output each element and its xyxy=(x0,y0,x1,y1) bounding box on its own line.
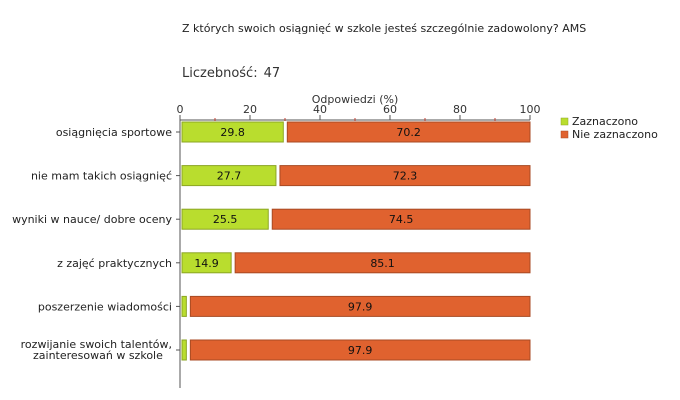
sample-size-label: Liczebność: xyxy=(182,66,258,81)
category-label-line: nie mam takich osiągnięć xyxy=(31,170,172,183)
category-label-line: z zajęć praktycznych xyxy=(57,257,172,270)
bar-not-selected xyxy=(189,295,531,317)
x-tick-label-80: 80 xyxy=(453,103,467,116)
sample-size: Liczebność: 47 xyxy=(182,66,286,81)
category-label: z zajęć praktycznych xyxy=(57,257,172,270)
x-tick-label-20: 20 xyxy=(243,103,257,116)
chart-title: Z których swoich osiągnięć w szkole jest… xyxy=(182,22,587,35)
bar-selected xyxy=(181,339,187,361)
category-label: rozwijanie swoich talentów, zainteresowań… xyxy=(21,338,172,362)
bar-not-selected xyxy=(279,165,531,187)
x-tick-label-100: 100 xyxy=(520,103,541,116)
data-label: 25.5 xyxy=(213,213,238,226)
bar-not-selected xyxy=(189,339,531,361)
bar-not-selected xyxy=(234,252,531,274)
data-label: 29.8 xyxy=(220,126,245,139)
category-label: wyniki w nauce/ dobre oceny xyxy=(12,213,172,226)
bar-not-selected xyxy=(286,121,531,143)
bar-selected xyxy=(181,165,277,187)
category-label-line: zainteresowań w szkole xyxy=(33,349,163,362)
category-label: poszerzenie wiadomości xyxy=(38,300,172,313)
category-label-line: wyniki w nauce/ dobre oceny xyxy=(12,213,172,226)
bar-selected xyxy=(181,252,232,274)
data-label: 27.7 xyxy=(217,170,242,183)
category-label: nie mam takich osiągnięć xyxy=(31,170,172,183)
category-label: osiągnięcia sportowe xyxy=(56,126,172,139)
bar-selected xyxy=(181,121,284,143)
legend-label: Nie zaznaczono xyxy=(572,128,658,141)
data-label: 85.1 xyxy=(370,257,395,270)
x-tick-label-60: 60 xyxy=(383,103,397,116)
bar-selected xyxy=(181,295,187,317)
data-label: 14.9 xyxy=(194,257,219,270)
x-tick-label-0: 0 xyxy=(177,103,184,116)
legend-label: Zaznaczono xyxy=(572,115,638,128)
category-label-line: rozwijanie swoich talentów, xyxy=(21,338,172,351)
data-label: 74.5 xyxy=(389,213,414,226)
sample-size-value: 47 xyxy=(263,66,281,81)
category-label-line: osiągnięcia sportowe xyxy=(56,126,172,139)
bar-selected xyxy=(181,208,269,230)
legend-swatch xyxy=(560,130,569,139)
bar-not-selected xyxy=(271,208,531,230)
data-label: 97.9 xyxy=(348,344,373,357)
x-axis-title: Odpowiedzi (%) xyxy=(312,93,399,106)
data-label: 72.3 xyxy=(393,170,418,183)
legend-swatch xyxy=(560,117,569,126)
x-tick-label-40: 40 xyxy=(313,103,327,116)
data-label: 70.2 xyxy=(396,126,421,139)
data-label: 97.9 xyxy=(348,300,373,313)
category-label-line: poszerzenie wiadomości xyxy=(38,300,172,313)
